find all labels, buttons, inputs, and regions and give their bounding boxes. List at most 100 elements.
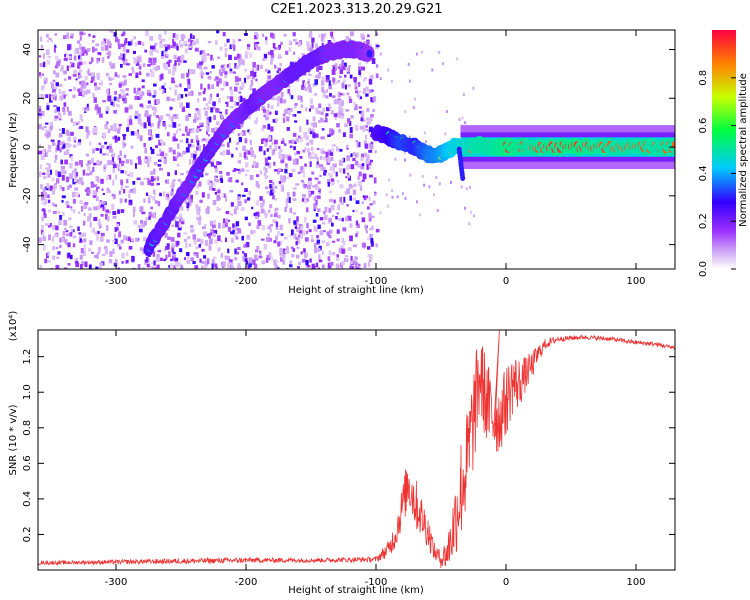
noise-cell <box>229 68 233 72</box>
noise-cell <box>343 39 348 42</box>
noise-cell <box>322 156 327 161</box>
noise-cell <box>135 237 139 242</box>
noise-cell <box>415 52 418 56</box>
noise-cell <box>95 104 99 110</box>
noise-cell <box>229 105 234 108</box>
noise-cell <box>172 136 176 142</box>
noise-cell <box>78 92 83 96</box>
noise-cell <box>184 200 187 204</box>
noise-cell <box>238 96 241 101</box>
noise-cell <box>316 157 319 162</box>
noise-cell <box>296 246 300 249</box>
noise-cell <box>320 136 325 140</box>
noise-cell <box>82 169 86 176</box>
noise-cell <box>38 105 42 108</box>
noise-cell <box>296 150 301 155</box>
noise-cell <box>177 56 182 59</box>
noise-cell <box>196 137 199 143</box>
noise-cell <box>309 258 312 263</box>
noise-cell <box>43 79 47 85</box>
noise-cell <box>169 87 172 90</box>
noise-cell <box>350 164 355 170</box>
noise-cell <box>176 46 179 51</box>
noise-cell <box>255 249 259 253</box>
noise-cell <box>167 172 170 177</box>
noise-cell <box>100 178 104 184</box>
noise-cell <box>54 115 59 119</box>
noise-cell <box>189 159 192 165</box>
noise-cell <box>252 88 256 94</box>
noise-cell <box>265 257 269 263</box>
noise-cell <box>148 130 152 135</box>
noise-cell <box>339 264 344 269</box>
noise-cell <box>59 95 64 101</box>
noise-cell <box>268 162 272 169</box>
noise-cell <box>308 32 313 38</box>
noise-cell <box>63 102 67 107</box>
noise-cell <box>293 159 297 165</box>
noise-cell <box>277 241 281 247</box>
noise-cell <box>74 172 77 178</box>
noise-cell <box>312 185 317 188</box>
noise-cell <box>337 91 341 98</box>
noise-cell <box>52 255 56 260</box>
y-tick-label: 0.8 <box>22 420 33 436</box>
noise-cell <box>300 104 303 108</box>
noise-cell <box>72 121 77 126</box>
noise-cell <box>334 63 338 66</box>
noise-cell <box>207 41 212 44</box>
noise-cell <box>346 258 349 263</box>
noise-cell <box>212 234 216 238</box>
noise-cell <box>303 184 307 189</box>
noise-cell <box>44 186 49 191</box>
noise-cell <box>186 259 191 265</box>
noise-cell <box>321 250 324 255</box>
noise-cell <box>201 72 205 76</box>
noise-cell <box>66 32 69 38</box>
noise-cell <box>317 208 321 213</box>
noise-cell <box>264 212 268 219</box>
noise-cell <box>227 226 232 232</box>
noise-cell <box>254 263 258 269</box>
noise-cell <box>105 106 110 112</box>
noise-cell <box>366 121 370 125</box>
noise-cell <box>319 174 322 177</box>
noise-cell <box>371 225 374 231</box>
snr-panel: -300 -200 -100 0 100 0.20.40.60.81.01.2 Heig… <box>8 311 676 596</box>
noise-cell <box>196 206 201 213</box>
noise-cell <box>141 85 145 89</box>
noise-cell <box>226 96 231 99</box>
noise-cell <box>138 66 142 70</box>
noise-cell <box>87 160 92 165</box>
noise-cell <box>340 158 344 162</box>
noise-cell <box>264 68 268 72</box>
noise-cell <box>281 179 286 183</box>
noise-cell <box>75 172 78 177</box>
noise-cell <box>155 133 160 138</box>
noise-cell <box>211 259 215 263</box>
noise-cell <box>332 77 336 83</box>
noise-cell <box>78 235 81 241</box>
noise-cell <box>293 51 296 55</box>
noise-cell <box>136 177 141 181</box>
noise-cell <box>47 225 52 228</box>
noise-cell <box>156 253 160 258</box>
noise-cell <box>245 169 250 172</box>
noise-cell <box>64 227 67 231</box>
noise-cell <box>53 105 57 108</box>
noise-cell <box>216 30 220 34</box>
noise-cell <box>349 74 353 79</box>
noise-cell <box>193 150 198 156</box>
noise-cell <box>118 157 122 164</box>
noise-cell <box>215 266 218 269</box>
noise-cell <box>423 131 426 135</box>
noise-cell <box>352 157 356 162</box>
noise-cell <box>284 249 288 254</box>
noise-cell <box>198 62 203 66</box>
spectrogram-x-axis-label: Height of straight line (km) <box>288 285 424 296</box>
noise-cell <box>371 89 374 92</box>
noise-cell <box>329 93 332 97</box>
noise-cell <box>72 235 77 239</box>
noise-cell <box>186 254 190 260</box>
noise-cell <box>287 108 291 111</box>
